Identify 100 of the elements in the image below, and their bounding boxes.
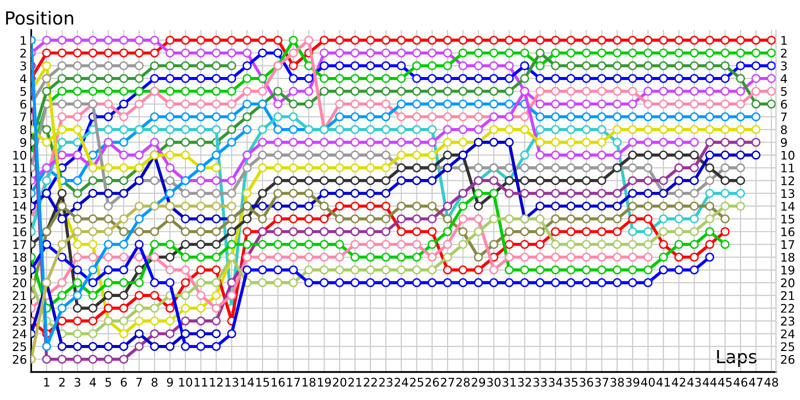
y2-tick-label: 8 bbox=[780, 125, 787, 134]
x-tick-label: 38 bbox=[610, 378, 624, 387]
y2-tick-label: 18 bbox=[781, 252, 794, 262]
x-tick-label: 20 bbox=[332, 378, 346, 387]
y-tick-label: 16 bbox=[13, 227, 26, 236]
x-tick-label: 24 bbox=[394, 378, 408, 387]
x-tick-label: 26 bbox=[425, 378, 439, 387]
y2-tick-label: 4 bbox=[780, 74, 788, 83]
y-tick-label: 9 bbox=[20, 138, 26, 147]
x-tick-label: 10 bbox=[179, 378, 192, 387]
y-tick-label: 22 bbox=[12, 304, 26, 313]
x-tick-label: 48 bbox=[764, 378, 778, 387]
y-tick-label: 3 bbox=[20, 61, 26, 70]
x-tick-label: 25 bbox=[410, 378, 424, 387]
y-tick-label: 4 bbox=[20, 74, 26, 83]
y-tick-label: 7 bbox=[20, 112, 26, 122]
y2-tick-label: 10 bbox=[781, 150, 794, 160]
y-tick-label: 12 bbox=[13, 176, 26, 186]
y-tick-label: 20 bbox=[12, 278, 26, 288]
y-tick-label: 18 bbox=[13, 252, 26, 262]
y2-tick-label: 13 bbox=[781, 189, 794, 198]
x-tick-label: 46 bbox=[734, 378, 748, 387]
x-tick-label: 41 bbox=[656, 378, 670, 387]
y-tick-label: 10 bbox=[13, 150, 26, 160]
y-tick-label: 21 bbox=[12, 291, 26, 300]
y-axis-title: Position bbox=[6, 10, 74, 25]
y2-tick-label: 15 bbox=[781, 214, 794, 224]
y2-tick-label: 26 bbox=[781, 354, 794, 364]
y2-tick-label: 9 bbox=[780, 138, 787, 147]
y2-tick-label: 3 bbox=[781, 61, 787, 70]
y-tick-label: 5 bbox=[20, 87, 26, 96]
x-tick-label: 3 bbox=[74, 378, 80, 387]
x-tick-label: 14 bbox=[240, 378, 254, 387]
y-tick-label: 2 bbox=[20, 48, 26, 58]
y2-tick-label: 17 bbox=[781, 240, 794, 249]
x-tick-label: 8 bbox=[152, 378, 158, 387]
x-tick-label: 23 bbox=[379, 378, 392, 387]
y2-tick-label: 7 bbox=[781, 112, 787, 122]
y2-tick-label: 25 bbox=[781, 342, 794, 352]
x-tick-label: 6 bbox=[120, 378, 127, 387]
x-tick-label: 33 bbox=[533, 378, 547, 387]
y2-tick-label: 14 bbox=[781, 202, 795, 211]
x-tick-label: 31 bbox=[502, 378, 516, 387]
y2-tick-label: 11 bbox=[781, 164, 794, 172]
y2-tick-label: 12 bbox=[781, 176, 794, 186]
y-tick-label: 24 bbox=[12, 329, 26, 338]
y2-tick-label: 5 bbox=[781, 87, 787, 96]
y-tick-label: 13 bbox=[13, 189, 26, 198]
x-tick-label: 12 bbox=[210, 378, 223, 387]
y2-tick-label: 24 bbox=[781, 329, 795, 338]
y-tick-label: 8 bbox=[20, 125, 26, 134]
x-tick-label: 39 bbox=[626, 378, 640, 387]
y2-tick-label: 2 bbox=[781, 48, 786, 58]
y-tick-label: 1 bbox=[20, 36, 26, 45]
x-axis-title: Laps bbox=[717, 350, 756, 367]
x-tick-label: 36 bbox=[580, 378, 594, 387]
y-tick-label: 23 bbox=[12, 316, 26, 326]
y-tick-label: 17 bbox=[13, 240, 26, 249]
y2-tick-label: 21 bbox=[781, 291, 794, 300]
x-tick-label: 17 bbox=[287, 378, 300, 387]
y-tick-label: 14 bbox=[13, 202, 26, 211]
x-tick-label: 34 bbox=[548, 378, 562, 387]
x-tick-label: 2 bbox=[59, 378, 65, 387]
y2-tick-label: 16 bbox=[781, 227, 794, 236]
y2-tick-label: 1 bbox=[781, 36, 787, 45]
y2-tick-label: 19 bbox=[781, 266, 794, 275]
x-tick-label: 32 bbox=[518, 378, 531, 387]
x-tick-label: 44 bbox=[702, 378, 717, 387]
y2-tick-label: 22 bbox=[781, 304, 794, 313]
x-tick-label: 11 bbox=[194, 378, 208, 387]
x-tick-label: 4 bbox=[90, 378, 96, 387]
x-tick-label: 16 bbox=[272, 378, 285, 387]
x-tick-label: 5 bbox=[105, 378, 112, 387]
x-tick-label: 45 bbox=[718, 378, 732, 387]
x-tick-label: 15 bbox=[256, 378, 269, 387]
x-tick-label: 37 bbox=[595, 378, 608, 387]
x-tick-label: 21 bbox=[348, 378, 362, 387]
x-tick-label: 9 bbox=[166, 378, 173, 387]
x-tick-label: 40 bbox=[641, 378, 655, 387]
x-tick-label: 18 bbox=[302, 378, 316, 387]
y-tick-label: 19 bbox=[13, 266, 26, 275]
x-tick-label: 7 bbox=[136, 378, 142, 387]
x-tick-label: 28 bbox=[456, 378, 470, 387]
y-tick-label: 6 bbox=[20, 100, 26, 109]
y-tick-label: 11 bbox=[13, 164, 26, 172]
x-tick-label: 35 bbox=[564, 378, 578, 387]
x-tick-label: 1 bbox=[44, 378, 50, 387]
y-tick-label: 15 bbox=[13, 214, 26, 224]
y-tick-label: 26 bbox=[12, 354, 26, 364]
x-tick-label: 27 bbox=[440, 378, 454, 387]
x-tick-label: 30 bbox=[487, 378, 501, 387]
y2-tick-label: 6 bbox=[780, 100, 787, 109]
x-tick-label: 43 bbox=[687, 378, 701, 387]
x-tick-label: 13 bbox=[225, 378, 238, 387]
y-tick-label: 25 bbox=[12, 342, 26, 352]
x-tick-label: 47 bbox=[749, 378, 762, 387]
x-tick-label: 42 bbox=[672, 378, 686, 387]
y2-tick-label: 23 bbox=[781, 316, 794, 326]
x-tick-label: 19 bbox=[318, 378, 331, 387]
y2-tick-label: 20 bbox=[781, 278, 794, 288]
